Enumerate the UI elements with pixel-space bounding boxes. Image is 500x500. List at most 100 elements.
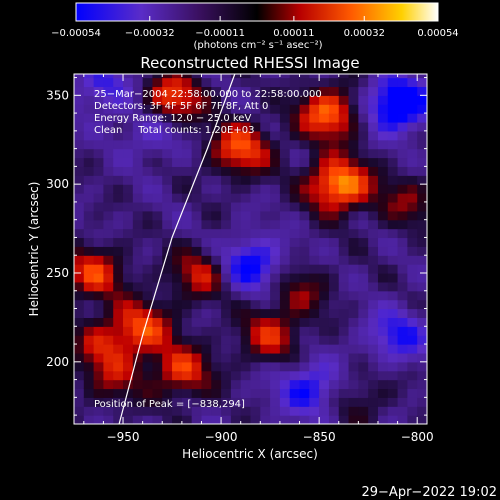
heatmap-cell [211,166,222,176]
heatmap-cell [230,104,242,114]
heatmap-cell [240,299,252,310]
heatmap-cell [299,210,310,221]
heatmap-cell [299,74,310,79]
heatmap-cell [309,148,320,159]
heatmap-cell [113,344,124,354]
heatmap-cell [348,246,359,256]
heatmap-cell [74,290,85,301]
heatmap-cell [377,361,389,372]
heatmap-cell [201,166,212,176]
heatmap-cell [250,317,261,327]
heatmap-cell [250,104,261,114]
heatmap-cell [230,299,242,310]
heatmap-cell [377,281,389,292]
heatmap-cell [152,210,163,221]
heatmap-cell [221,113,232,123]
heatmap-cell [93,228,105,239]
heatmap-cell [230,237,242,247]
heatmap-cell [358,166,369,176]
heatmap-cell [132,228,144,239]
heatmap-cell [270,361,281,372]
heatmap-cell [201,184,212,194]
heatmap-cell [162,406,173,416]
heatmap-cell [230,86,242,96]
heatmap-cell [407,95,418,105]
heatmap-cell [103,184,114,194]
heatmap-cell [191,219,203,230]
heatmap-cell [103,352,114,363]
heatmap-cell [83,228,95,239]
heatmap-cell [162,255,173,265]
heatmap-cell [368,95,379,105]
heatmap-cell [299,86,310,96]
heatmap-cell [132,184,144,194]
heatmap-cell [211,86,222,96]
heatmap-cell [221,219,232,230]
heatmap-cell [299,121,310,132]
heatmap-cell [309,157,320,167]
heatmap-cell [181,175,193,185]
heatmap-cell [279,344,291,354]
heatmap-cell [93,148,105,159]
heatmap-cell [260,272,271,283]
heatmap-cell [250,326,261,336]
heatmap-cell [387,121,399,132]
heatmap-cell [240,415,252,424]
heatmap-cell [152,344,163,354]
heatmap-cell [319,308,330,319]
heatmap-cell [172,157,183,167]
heatmap-cell [397,193,408,203]
heatmap-cell [319,379,330,390]
heatmap-cell [152,246,163,256]
heatmap-cell [113,237,124,247]
heatmap-cell [142,166,154,176]
heatmap-cell [211,326,222,336]
heatmap-cell [240,113,252,123]
heatmap-cell [142,272,154,283]
heatmap-cell [309,139,320,150]
heatmap-cell [250,184,261,194]
heatmap-cell [211,210,222,221]
heatmap-cell [299,139,310,150]
heatmap-cell [328,272,340,283]
heatmap-cell [338,388,350,398]
heatmap-cell [417,370,427,381]
heatmap-cell [289,326,301,336]
heatmap-cell [83,139,95,150]
heatmap-cell [113,104,124,114]
heatmap-cell [201,308,212,319]
heatmap-cell [358,317,369,327]
heatmap-cell [377,148,389,159]
heatmap-cell [74,415,85,424]
heatmap-cell [83,264,95,274]
heatmap-cell [358,308,369,319]
heatmap-cell [93,104,105,114]
heatmap-cell [358,201,369,212]
heatmap-cell [93,246,105,256]
heatmap-cell [74,113,85,123]
heatmap-cell [132,139,144,150]
heatmap-cell [221,361,232,372]
heatmap-cell [279,388,291,398]
heatmap-cell [74,397,85,407]
heatmap-cell [172,281,183,292]
heatmap-cell [221,281,232,292]
heatmap-cell [240,388,252,398]
heatmap-cell [260,228,271,239]
heatmap-cell [142,299,154,310]
heatmap-cell [260,361,271,372]
heatmap-cell [162,184,173,194]
heatmap-cell [211,77,222,88]
heatmap-cell [221,344,232,354]
heatmap-cell [230,406,242,416]
heatmap-cell [191,77,203,88]
heatmap-cell [397,95,408,105]
heatmap-cell [142,352,154,363]
heatmap-cell [191,201,203,212]
heatmap-cell [230,370,242,381]
heatmap-cell [279,290,291,301]
heatmap-cell [377,210,389,221]
heatmap-cell [319,272,330,283]
heatmap-cell [299,157,310,167]
heatmap-cell [191,370,203,381]
